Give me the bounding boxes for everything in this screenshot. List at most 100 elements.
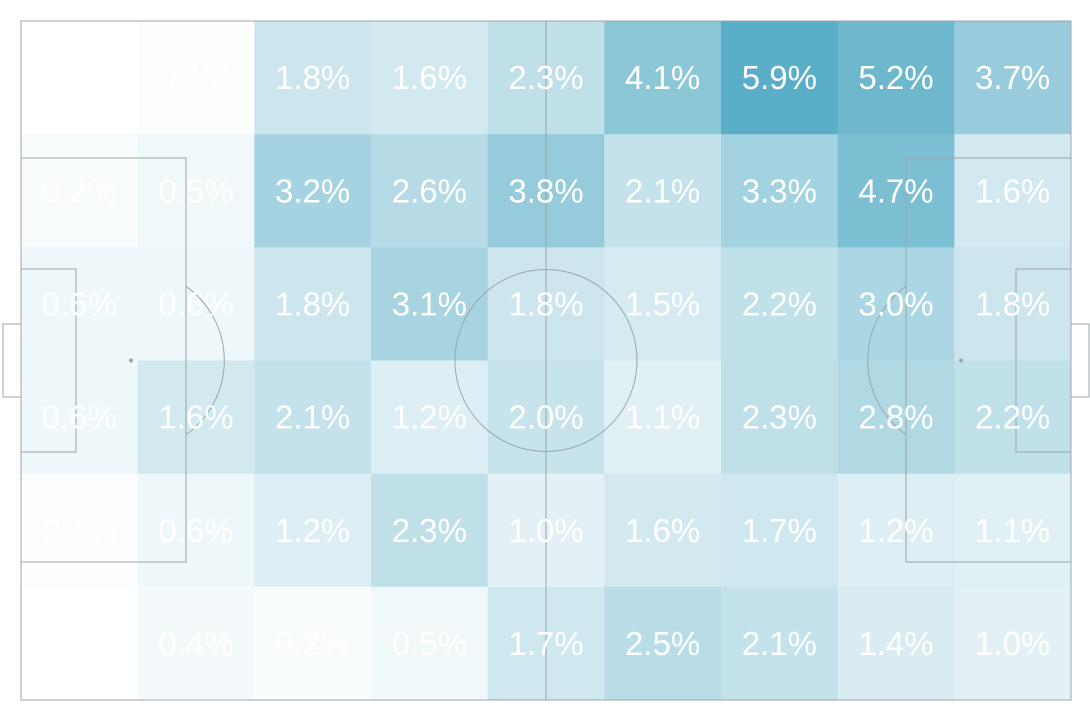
heatmap-cell — [371, 134, 489, 248]
heatmap-cell — [371, 473, 489, 588]
heatmap-cell — [137, 473, 255, 588]
cell-value-label: 1.5% — [625, 285, 700, 322]
heatmap-cell — [604, 473, 722, 588]
cell-value-label: 4.7% — [858, 172, 933, 209]
left-penalty-spot — [129, 358, 133, 363]
heatmap-cell — [954, 586, 1072, 701]
cell-value-label: 0.1% — [42, 512, 117, 549]
heatmap-cell — [371, 586, 489, 701]
right-penalty-spot — [959, 358, 963, 363]
cell-value-label: 3.3% — [742, 172, 817, 209]
cell-value-label: 1.0% — [975, 625, 1050, 662]
cell-value-label: 1.7% — [508, 625, 583, 662]
heatmap-cell — [721, 247, 839, 361]
cell-value-label: 5.9% — [742, 59, 817, 96]
cell-value-label: 0.2% — [42, 172, 117, 209]
cell-value-label: 3.7% — [975, 59, 1050, 96]
cell-value-label: 2.0% — [508, 399, 583, 436]
heatmap-cell — [837, 247, 955, 361]
cell-value-label: 2.1% — [275, 399, 350, 436]
cell-value-label: 1.0% — [508, 512, 583, 549]
cell-value-label: 0.5% — [392, 625, 467, 662]
heatmap-cell — [721, 473, 839, 588]
heatmap-cell — [254, 586, 372, 701]
heatmap-cell — [254, 21, 372, 135]
heatmap-cell — [954, 247, 1072, 361]
heatmap-cell — [21, 473, 139, 588]
cell-value-label: 1.6% — [392, 59, 467, 96]
cell-value-label: 1.1% — [625, 399, 700, 436]
cell-value-label: 1.4% — [858, 625, 933, 662]
heatmap-cell — [604, 21, 722, 135]
cell-value-label: 2.2% — [975, 399, 1050, 436]
heatmap-cell — [721, 360, 839, 475]
heatmap-cell — [21, 134, 139, 248]
heatmap-cell — [604, 586, 722, 701]
cell-value-label: 0.4% — [158, 625, 233, 662]
heatmap-cell — [721, 21, 839, 135]
cell-value-label: 1.6% — [975, 172, 1050, 209]
heatmap-cell — [137, 247, 255, 361]
heatmap-cell — [254, 134, 372, 248]
cell-value-label: 2.8% — [858, 399, 933, 436]
cell-value-label: 1.1% — [975, 512, 1050, 549]
heatmap-cell — [837, 473, 955, 588]
heatmap-cell — [137, 21, 255, 135]
pitch-markings — [2, 20, 1090, 701]
heatmap-cell — [21, 21, 139, 135]
heatmap-cell — [604, 247, 722, 361]
cell-value-label: 1.7% — [742, 512, 817, 549]
heatmap-cell — [604, 360, 722, 475]
cell-value-label: 0.6% — [158, 285, 233, 322]
heatmap-cell — [21, 586, 139, 701]
cell-value-label: 0.5% — [158, 172, 233, 209]
cell-value-label: 0.2% — [275, 625, 350, 662]
cell-value-label: 1.8% — [275, 59, 350, 96]
cell-value-label: 2.6% — [392, 172, 467, 209]
heatmap-cell — [254, 360, 372, 475]
heatmap-cell — [954, 473, 1072, 588]
cell-value-label: 0.6% — [158, 512, 233, 549]
cell-value-label: 2.1% — [625, 172, 700, 209]
cell-value-label: 3.0% — [858, 285, 933, 322]
right-goal — [1070, 323, 1090, 398]
heatmap-cell — [254, 247, 372, 361]
left-goal — [2, 323, 22, 398]
cell-value-label: 5.2% — [858, 59, 933, 96]
cell-value-label: 3.8% — [508, 172, 583, 209]
left-penalty-arc — [185, 285, 225, 436]
cell-value-label: 0.6% — [42, 285, 117, 322]
heatmap-labels: 0.1% 1.8% 1.6% 2.3% 4.1% 5.9% 5.2% 3.7% 0.2% 0.5%… — [42, 59, 1051, 662]
cell-value-label: 2.3% — [392, 512, 467, 549]
cell-value-label: 2.3% — [508, 59, 583, 96]
cell-value-label: 2.2% — [742, 285, 817, 322]
cell-value-label: 1.8% — [275, 285, 350, 322]
heatmap-cell — [954, 21, 1072, 135]
cell-value-label: 1.2% — [858, 512, 933, 549]
heatmap-cell — [371, 360, 489, 475]
cell-value-label: 2.5% — [625, 625, 700, 662]
heatmap-cell — [137, 134, 255, 248]
heatmap-cell — [837, 360, 955, 475]
heatmap-cell — [137, 586, 255, 701]
cell-value-label: 1.2% — [392, 399, 467, 436]
cell-value-label: 0.6% — [42, 399, 117, 436]
cell-value-label: 1.2% — [275, 512, 350, 549]
heatmap-cell — [721, 134, 839, 248]
heatmap-cell — [21, 360, 139, 475]
heatmap-cell — [954, 134, 1072, 248]
heatmap-cell — [837, 586, 955, 701]
heatmap-cell — [137, 360, 255, 475]
heatmap-cell — [837, 21, 955, 135]
heatmap-cell — [21, 247, 139, 361]
cell-value-label: 1.8% — [508, 285, 583, 322]
heatmap-cell — [837, 134, 955, 248]
heatmap-cell — [604, 134, 722, 248]
cell-value-label: 1.6% — [158, 399, 233, 436]
heatmap-cell — [954, 360, 1072, 475]
cell-value-label: 2.3% — [742, 399, 817, 436]
heatmap-cell — [721, 586, 839, 701]
cell-value-label: 0.1% — [158, 59, 233, 96]
cell-value-label: 1.6% — [625, 512, 700, 549]
